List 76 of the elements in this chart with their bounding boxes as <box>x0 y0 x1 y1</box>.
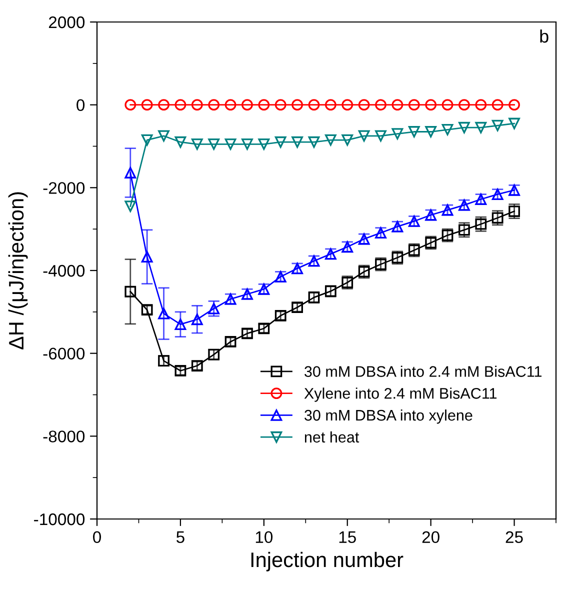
point <box>174 136 186 148</box>
point <box>208 302 220 314</box>
point <box>392 99 404 111</box>
point <box>124 99 136 111</box>
y-tick-label: -6000 <box>43 348 85 360</box>
y-tick-label: -8000 <box>43 430 85 442</box>
point <box>124 200 136 212</box>
point <box>425 99 437 111</box>
point <box>258 99 270 111</box>
x-tick-label: 0 <box>93 531 101 544</box>
point <box>224 99 236 111</box>
point <box>208 99 220 111</box>
point <box>258 138 270 150</box>
legend-label: 30 mM DBSA into 2.4 mM BisAC11 <box>304 366 542 377</box>
y-axis-title: ΔH /(μJ/injection) <box>8 192 28 350</box>
point <box>191 138 203 150</box>
point <box>342 99 354 111</box>
legend-label: 30 mM DBSA into xylene <box>304 409 472 424</box>
point <box>242 99 253 111</box>
point <box>358 130 370 142</box>
x-tick-label: 10 <box>256 531 273 544</box>
x-tick-label: 5 <box>176 531 184 544</box>
point <box>392 128 404 140</box>
y-tick-label: 2000 <box>48 16 85 28</box>
point <box>442 124 454 136</box>
point <box>508 206 520 217</box>
point <box>208 138 220 150</box>
point <box>158 130 170 142</box>
point <box>141 134 153 146</box>
point <box>324 134 336 146</box>
point <box>274 99 286 111</box>
x-tick-label: 20 <box>422 531 440 544</box>
point <box>458 99 470 111</box>
point <box>224 138 236 150</box>
point <box>274 136 286 148</box>
point <box>408 126 420 138</box>
point <box>375 130 386 142</box>
point <box>492 99 504 111</box>
point <box>242 138 253 150</box>
point <box>191 314 203 326</box>
point <box>174 99 186 111</box>
point <box>508 118 520 130</box>
y-tick-label: -4000 <box>43 264 85 277</box>
point <box>158 308 170 320</box>
point <box>308 99 320 111</box>
legend-label: net heat <box>304 431 360 443</box>
point <box>342 134 354 146</box>
point <box>124 286 136 298</box>
point <box>408 99 420 111</box>
y-tick-label: -2000 <box>43 182 85 194</box>
x-tick-label: 25 <box>506 531 523 544</box>
point <box>508 99 520 111</box>
point <box>158 99 170 111</box>
point <box>375 99 386 111</box>
point <box>442 99 454 111</box>
point <box>492 120 504 132</box>
y-tick-label: -10000 <box>34 513 85 526</box>
point <box>124 167 136 178</box>
point <box>191 99 203 111</box>
point <box>308 136 320 148</box>
point <box>292 99 303 111</box>
y-tick-label: 0 <box>76 99 85 112</box>
point <box>458 122 470 134</box>
point <box>358 99 370 111</box>
point <box>174 318 186 330</box>
point <box>475 122 487 134</box>
point <box>425 126 437 138</box>
point <box>324 99 336 111</box>
point <box>141 99 153 111</box>
x-axis-title: Injection number <box>251 552 404 572</box>
legend-label: Xylene into 2.4 mM BisAC11 <box>304 388 497 402</box>
point <box>292 136 303 148</box>
x-tick-label: 15 <box>339 531 356 544</box>
point <box>475 99 487 111</box>
point <box>141 251 153 263</box>
annotation: b <box>540 29 548 43</box>
